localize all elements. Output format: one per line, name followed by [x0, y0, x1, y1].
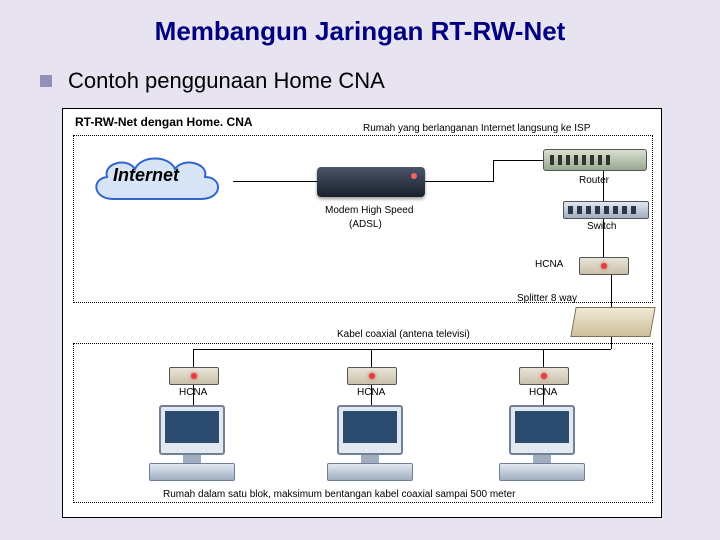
- router-label: Router: [579, 175, 609, 186]
- line: [193, 349, 194, 367]
- line: [193, 385, 194, 405]
- line: [493, 160, 494, 182]
- bullet-square-icon: [40, 75, 52, 87]
- modem-sublabel: (ADSL): [349, 219, 382, 230]
- line: [425, 181, 493, 182]
- line: [611, 275, 612, 307]
- router-icon: [543, 149, 647, 171]
- hcna-2-icon: [347, 367, 397, 385]
- hcna-top-label: HCNA: [535, 259, 563, 270]
- switch-icon: [563, 201, 649, 219]
- pc-2-icon: [327, 405, 417, 483]
- internet-label: Internet: [113, 165, 179, 186]
- line: [371, 385, 372, 405]
- hcna-3-icon: [519, 367, 569, 385]
- line: [193, 349, 611, 350]
- splitter-label: Splitter 8 way: [517, 293, 577, 304]
- line: [603, 171, 604, 201]
- pc-1-icon: [149, 405, 239, 483]
- coax-label: Kabel coaxial (antena televisi): [337, 329, 470, 340]
- line: [543, 349, 544, 367]
- hcna-1-icon: [169, 367, 219, 385]
- line: [611, 337, 612, 349]
- modem-label: Modem High Speed: [325, 205, 413, 216]
- line: [543, 385, 544, 405]
- switch-label: Switch: [587, 221, 616, 232]
- line: [233, 181, 317, 182]
- network-diagram: RT-RW-Net dengan Home. CNA Rumah yang be…: [62, 108, 662, 518]
- pc-3-icon: [499, 405, 589, 483]
- bullet-text: Contoh penggunaan Home CNA: [68, 68, 385, 94]
- modem-icon: [317, 167, 425, 197]
- splitter-icon: [570, 307, 655, 337]
- diagram-title: RT-RW-Net dengan Home. CNA: [75, 115, 253, 129]
- slide-title: Membangun Jaringan RT-RW-Net: [0, 16, 720, 47]
- line: [371, 349, 372, 367]
- line: [603, 219, 604, 257]
- top-box-caption: Rumah yang berlanganan Internet langsung…: [363, 123, 590, 134]
- bottom-caption: Rumah dalam satu blok, maksimum bentanga…: [163, 489, 515, 500]
- line: [493, 160, 543, 161]
- hcna-top-icon: [579, 257, 629, 275]
- bullet-row: Contoh penggunaan Home CNA: [40, 68, 385, 94]
